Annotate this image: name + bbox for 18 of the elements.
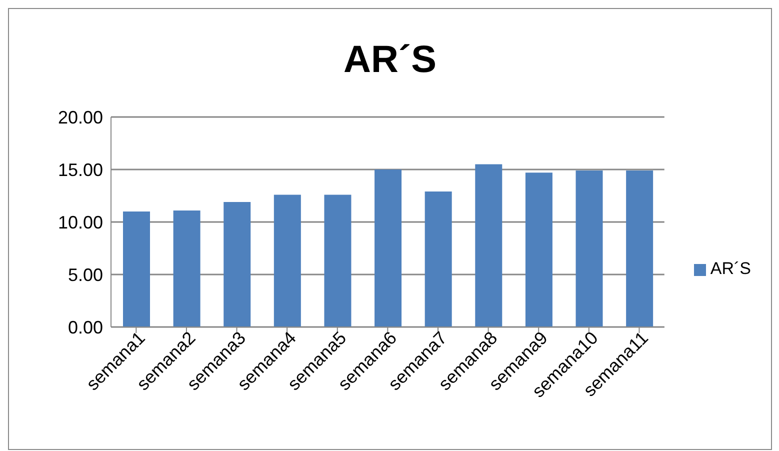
bar bbox=[374, 170, 402, 327]
y-tick-label: 5.00 bbox=[68, 264, 103, 285]
bar bbox=[173, 210, 200, 327]
bar bbox=[525, 172, 552, 327]
bar bbox=[576, 170, 603, 327]
chart-title: AR´S bbox=[342, 39, 438, 82]
y-tick-label: 20.00 bbox=[58, 107, 103, 128]
bar bbox=[626, 170, 654, 327]
bar bbox=[324, 194, 352, 327]
y-tick-label: 0.00 bbox=[68, 317, 103, 338]
y-tick-label: 10.00 bbox=[58, 212, 103, 232]
bar bbox=[224, 202, 251, 327]
bar bbox=[424, 192, 452, 327]
bar bbox=[123, 212, 150, 327]
y-tick-label: 15.00 bbox=[58, 160, 103, 180]
legend-label: AR´S bbox=[710, 259, 751, 278]
bar bbox=[274, 194, 301, 327]
bar bbox=[475, 164, 502, 327]
